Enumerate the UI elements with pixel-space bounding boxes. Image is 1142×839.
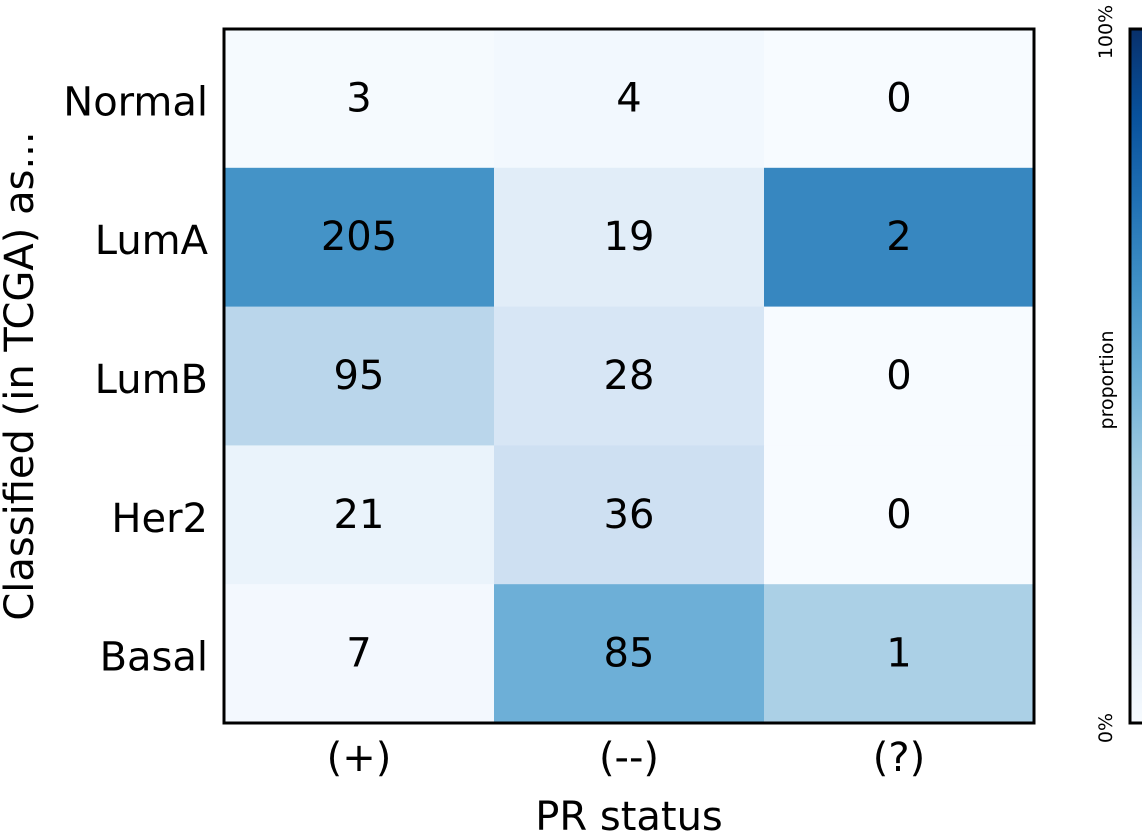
heatmap-cell: [494, 584, 765, 724]
heatmap-cell: [494, 445, 765, 585]
heatmap-cell-label: 3: [346, 75, 371, 121]
heatmap-cell: [224, 445, 495, 585]
y-tick-label: Normal: [63, 79, 208, 125]
heatmap-cell-label: 19: [604, 214, 655, 260]
y-axis-ticks: Normal LumA LumB Her2 Basal: [63, 79, 208, 680]
y-tick-label: Basal: [100, 635, 208, 681]
plot-frame: [222, 27, 1036, 725]
heatmap-cell-label: 95: [334, 353, 385, 399]
heatmap-cell: [764, 306, 1035, 446]
colorbar-gradient: [1128, 27, 1142, 725]
heatmap-cell-label: 0: [886, 492, 911, 538]
y-tick-label: LumB: [95, 357, 208, 403]
y-tick-label: Her2: [111, 496, 208, 542]
colorbar-min-label: 0%: [1095, 713, 1117, 743]
colorbar: 100% 0% proportion: [1095, 5, 1142, 743]
x-axis-title: PR status: [535, 794, 723, 839]
x-axis-ticks: (+) (--) (?): [327, 735, 926, 781]
heatmap-cell-labels: 3 4 0 205 19 2 95 28 0 21 36 0 7 85 1: [321, 75, 912, 676]
colorbar-max-label: 100%: [1095, 5, 1117, 59]
colorbar-title: proportion: [1096, 331, 1118, 430]
heatmap-cell-label: 0: [886, 75, 911, 121]
heatmap-cell-label: 7: [346, 631, 371, 677]
x-tick-label: (--): [599, 735, 659, 781]
heatmap-cell-label: 0: [886, 353, 911, 399]
y-axis-title: Classified (in TCGA) as...: [0, 131, 43, 620]
heatmap-cell: [494, 29, 765, 169]
heatmap-cell-label: 1: [886, 631, 911, 677]
heatmap-cell-label: 205: [321, 214, 397, 260]
heatmap-cell-label: 4: [616, 75, 641, 121]
heatmap-cell: [494, 306, 765, 446]
heatmap-cell: [764, 445, 1035, 585]
heatmap-cell: [764, 167, 1035, 308]
x-tick-label: (+): [327, 735, 392, 781]
heatmap-cell: [224, 584, 495, 724]
heatmap-cell: [764, 29, 1035, 169]
heatmap-cell-label: 85: [604, 631, 655, 677]
heatmap-cell: [224, 167, 495, 308]
heatmap-cell-label: 2: [886, 214, 911, 260]
y-tick-label: LumA: [95, 218, 209, 264]
heatmap-cell: [494, 167, 765, 308]
heatmap-cells: [224, 29, 1035, 724]
heatmap-cell: [764, 584, 1035, 724]
heatmap-cell-label: 28: [604, 353, 655, 399]
x-tick-label: (?): [873, 735, 925, 781]
heatmap-cell: [224, 306, 495, 446]
heatmap-cell-label: 36: [604, 492, 655, 538]
heatmap-cell-label: 21: [334, 492, 385, 538]
heatmap-cell: [224, 29, 495, 169]
